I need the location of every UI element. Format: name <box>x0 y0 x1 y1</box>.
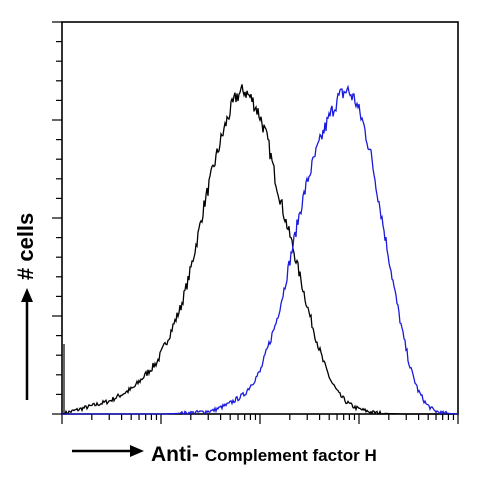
y-axis-label: # cells <box>13 213 38 280</box>
x-arrow-head <box>130 445 144 457</box>
x-axis-label-group: Anti- Complement factor H <box>72 443 377 466</box>
y-arrow-head <box>21 288 33 302</box>
series-layer <box>61 84 459 416</box>
x-axis-label-prefix: Anti- <box>151 443 199 466</box>
x-axis-label-main: Complement factor H <box>205 446 377 465</box>
y-axis-label-group: # cells <box>13 213 38 400</box>
plot-frame <box>61 21 459 415</box>
plot-area <box>61 21 459 415</box>
axis-ticks <box>52 21 459 424</box>
histogram-series-1 <box>61 84 458 415</box>
x-axis-label: Anti- Complement factor H <box>151 443 377 466</box>
histogram-series-2 <box>62 84 459 416</box>
